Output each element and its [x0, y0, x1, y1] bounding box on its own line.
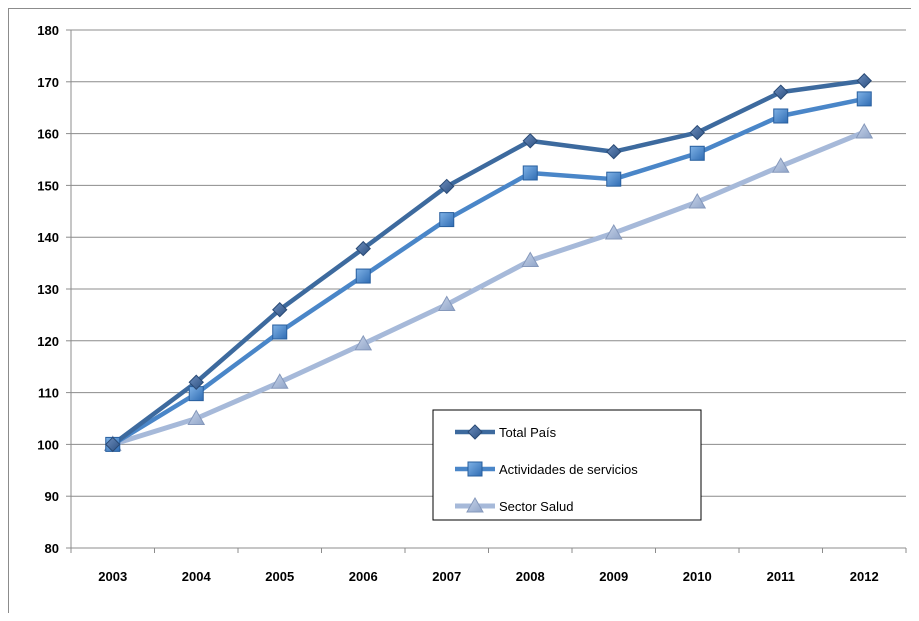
y-tick-label: 180	[37, 23, 59, 38]
square-marker	[856, 91, 872, 107]
diamond-marker	[856, 73, 872, 89]
triangle-marker	[855, 123, 874, 139]
diamond-marker	[188, 374, 204, 390]
diamond-marker	[689, 124, 705, 141]
diamond-marker	[355, 240, 371, 257]
legend-label: Total País	[499, 425, 557, 440]
y-tick-label: 110	[38, 386, 59, 401]
triangle-marker	[688, 192, 707, 209]
diamond-marker	[272, 302, 288, 318]
y-tick-label: 150	[37, 178, 59, 193]
y-tick-label: 160	[37, 127, 59, 142]
x-tick-label: 2009	[599, 569, 628, 584]
chart-frame	[8, 8, 911, 613]
legend-diamond-marker	[467, 424, 483, 440]
y-tick-label: 170	[37, 75, 59, 90]
triangle-marker	[354, 334, 373, 351]
x-tick-label: 2007	[432, 569, 461, 584]
diamond-marker	[439, 178, 455, 195]
y-tick-label: 120	[37, 334, 59, 349]
square-marker	[773, 108, 789, 124]
axes: 80 90 100 110 120 130 140 150 160 170 180 2003 2004 2…	[37, 23, 907, 584]
y-tick-label: 140	[37, 230, 59, 245]
y-tick-label: 90	[45, 489, 59, 504]
legend-triangle-marker	[466, 496, 484, 513]
x-tick-label: 2006	[349, 569, 378, 584]
square-marker	[439, 212, 455, 228]
y-tick-label: 80	[45, 541, 59, 556]
diamond-marker	[773, 84, 789, 100]
square-marker	[355, 268, 371, 284]
triangle-marker	[270, 373, 289, 389]
legend-label: Sector Salud	[499, 499, 573, 514]
triangle-marker	[771, 157, 790, 173]
diamond-marker	[606, 144, 622, 160]
y-tick-label: 130	[37, 282, 59, 297]
x-tick-label: 2011	[767, 569, 795, 584]
y-tick-label: 100	[37, 437, 59, 452]
square-marker	[272, 324, 288, 340]
legend: Total País Actividades de servicios Sector…	[432, 409, 702, 521]
x-tick-label: 2003	[98, 569, 127, 584]
x-tick-label: 2005	[265, 569, 294, 584]
triangle-marker	[187, 409, 206, 425]
series-line-triangle	[110, 129, 867, 447]
series-lines	[110, 78, 867, 447]
diamond-marker	[105, 436, 121, 453]
legend-label: Actividades de servicios	[499, 462, 638, 477]
square-marker	[522, 165, 538, 181]
x-tick-label: 2008	[516, 569, 545, 584]
square-marker	[606, 171, 622, 187]
triangle-marker	[521, 251, 540, 268]
legend-square-marker	[467, 461, 483, 477]
x-tick-label: 2004	[182, 569, 212, 584]
series-line-diamond	[110, 78, 867, 447]
x-tick-label: 2012	[850, 569, 879, 584]
diamond-marker	[522, 133, 538, 149]
triangle-marker	[437, 295, 456, 312]
series-markers	[103, 73, 874, 453]
series-line-square	[110, 96, 867, 447]
triangle-marker	[604, 224, 623, 240]
x-tick-label: 2010	[683, 569, 712, 584]
square-marker	[689, 145, 705, 161]
